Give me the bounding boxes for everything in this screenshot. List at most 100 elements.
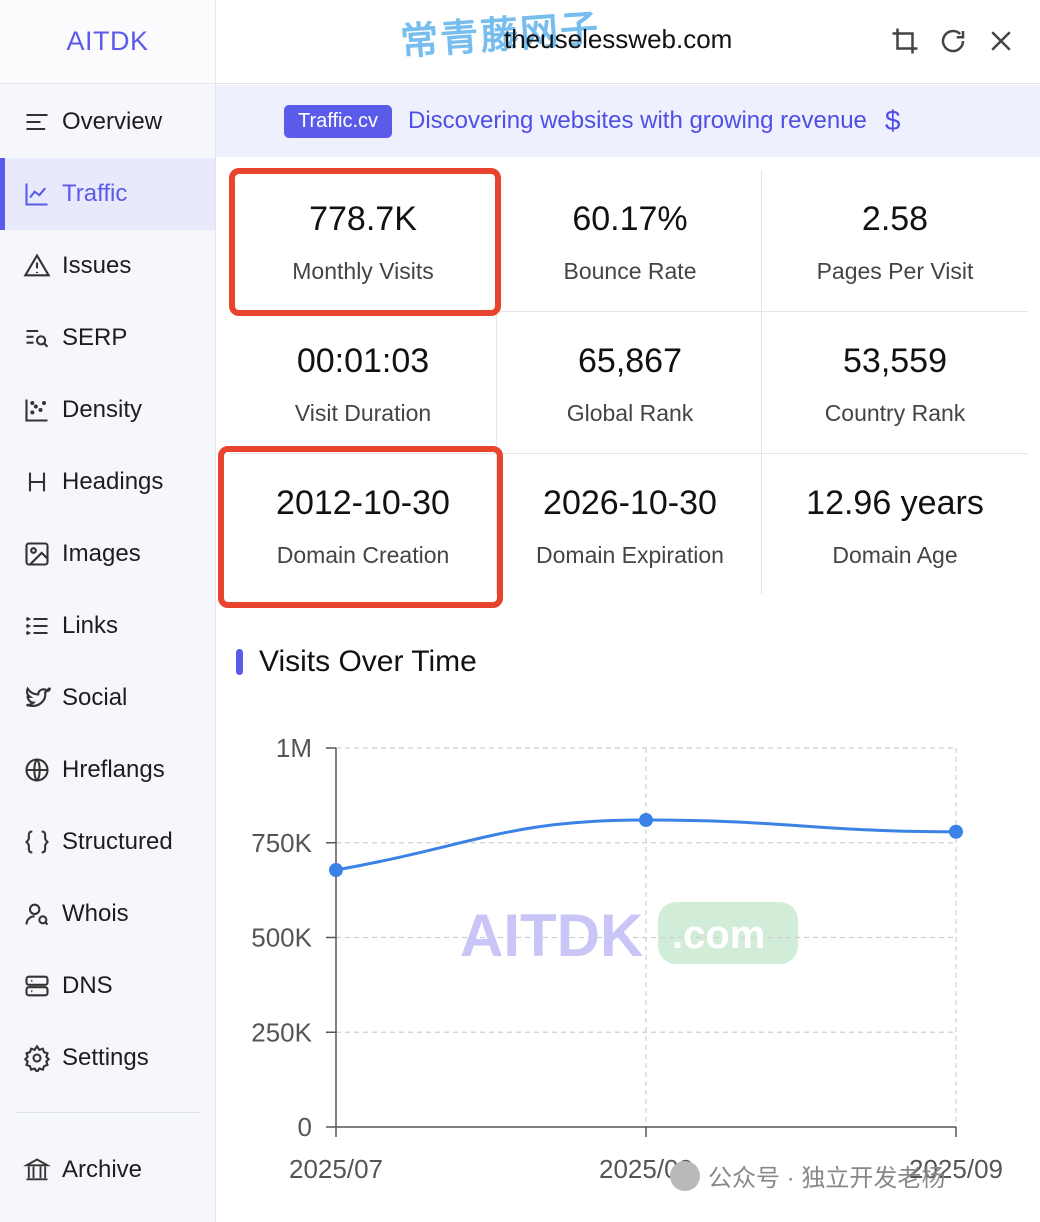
sidebar: AITDK Overview Traffic Issues SERP Density He… (0, 0, 216, 1222)
footer-watermark-text: 公众号 · 独立开发老杨 (708, 1165, 946, 1192)
sidebar-item-hreflangs[interactable]: Hreflangs (0, 734, 215, 806)
sidebar-item-social[interactable]: Social (0, 662, 215, 734)
sidebar-item-label: Headings (62, 468, 164, 495)
stat-label: Global Rank (566, 400, 694, 426)
y-tick-label: 1M (276, 733, 312, 763)
sidebar-item-label: DNS (62, 972, 113, 999)
series-line (335, 818, 957, 872)
density-scatter-icon (22, 395, 52, 425)
sidebar-item-label: Whois (62, 900, 129, 927)
stat-card-domain-creation: 2012-10-30 Domain Creation (230, 454, 496, 596)
sidebar-item-overview[interactable]: Overview (0, 86, 215, 158)
x-tick-label: 2025/09 (909, 1154, 1003, 1184)
sidebar-item-label: Overview (62, 108, 163, 135)
sidebar-item-archive[interactable]: Archive (0, 1134, 215, 1206)
sidebar-item-settings[interactable]: Settings (0, 1022, 215, 1094)
domain-title: theuselessweb.com (504, 24, 733, 54)
chart-watermark-pill (658, 902, 798, 964)
stat-card-domain-age: 12.96 years Domain Age (762, 454, 1028, 596)
data-point (949, 824, 963, 839)
footer-watermark: 公众号 · 独立开发老杨 (670, 1158, 945, 1193)
highlight-box-monthly-visits (229, 168, 501, 316)
stat-value: 2.58 (861, 200, 929, 238)
stat-card-country-rank: 53,559 Country Rank (762, 312, 1028, 454)
sidebar-item-label: Social (62, 684, 128, 711)
header-bar: 常青藤网子 theuselessweb.com (216, 0, 1040, 84)
overview-icon (22, 107, 52, 137)
stat-card-pages-per-visit: 2.58 Pages Per Visit (762, 170, 1028, 312)
sidebar-item-traffic[interactable]: Traffic (0, 158, 215, 230)
sidebar-item-whois[interactable]: Whois (0, 878, 215, 950)
stat-card-domain-expiration: 2026-10-30 Domain Expiration (497, 454, 763, 596)
sidebar-item-label: Issues (62, 252, 132, 279)
stat-value: 2026-10-30 (543, 484, 717, 522)
y-tick-label: 500K (251, 923, 312, 953)
stat-value: 00:01:03 (296, 342, 430, 380)
title-accent-bar (236, 649, 243, 675)
stat-label: Domain Expiration (536, 542, 724, 568)
brand-logo[interactable]: AITDK (0, 0, 215, 84)
data-point (639, 813, 653, 828)
sidebar-item-label: Images (62, 540, 141, 567)
grid-divider (230, 453, 1028, 454)
list-links-icon (22, 611, 52, 641)
chart-watermark-right: .com (672, 913, 765, 957)
refresh-icon[interactable] (936, 24, 970, 58)
close-icon[interactable] (984, 24, 1018, 58)
user-search-icon (22, 899, 52, 929)
sidebar-item-issues[interactable]: Issues (0, 230, 215, 302)
braces-icon (22, 827, 52, 857)
wechat-icon (670, 1160, 700, 1191)
sidebar-item-structured[interactable]: Structured (0, 806, 215, 878)
stat-value: 65,867 (578, 342, 682, 380)
sidebar-item-label: SERP (62, 324, 128, 351)
sidebar-item-label: Archive (62, 1156, 143, 1183)
stat-label: Country Rank (824, 400, 966, 426)
heading-h-icon (22, 467, 52, 497)
stat-card-visit-duration: 00:01:03 Visit Duration (230, 312, 496, 454)
sidebar-item-links[interactable]: Links (0, 590, 215, 662)
grid-divider (230, 311, 1028, 312)
stat-value: 53,559 (843, 342, 947, 380)
sidebar-item-label: Hreflangs (62, 756, 165, 783)
dollar-icon: $ (884, 105, 901, 136)
sidebar-item-headings[interactable]: Headings (0, 446, 215, 518)
sidebar-divider (16, 1112, 200, 1113)
stat-value: 778.7K (309, 200, 417, 238)
stat-card-monthly-visits: 778.7K Monthly Visits (230, 170, 496, 312)
sidebar-item-label: Traffic (62, 180, 128, 207)
x-tick-label: 2025/07 (289, 1154, 383, 1184)
image-icon (22, 539, 52, 569)
sidebar-item-label: Links (62, 612, 119, 639)
grid-divider (761, 170, 762, 594)
sidebar-item-serp[interactable]: SERP (0, 302, 215, 374)
traffic-cv-badge[interactable]: Traffic.cv (284, 104, 393, 138)
y-tick-label: 0 (298, 1112, 312, 1142)
highlight-box-domain-creation (218, 446, 503, 608)
sidebar-item-label: Structured (62, 828, 173, 855)
grid-divider (496, 170, 497, 594)
twitter-bird-icon (22, 683, 52, 713)
stat-label: Domain Age (832, 542, 958, 568)
stat-value: 12.96 years (806, 484, 984, 522)
globe-icon (22, 755, 52, 785)
stat-card-global-rank: 65,867 Global Rank (497, 312, 763, 454)
stat-value: 60.17% (572, 200, 688, 238)
chart-title-text: Visits Over Time (259, 645, 477, 678)
banner-text[interactable]: Discovering websites with growing revenu… (408, 107, 867, 134)
sidebar-item-label: Density (62, 396, 143, 423)
server-icon (22, 971, 52, 1001)
stat-label: Monthly Visits (292, 258, 434, 284)
stat-value: 2012-10-30 (276, 484, 450, 522)
y-tick-label: 250K (251, 1017, 312, 1047)
sidebar-item-density[interactable]: Density (0, 374, 215, 446)
promo-banner[interactable]: Traffic.cv Discovering websites with gro… (216, 85, 1040, 157)
sidebar-item-label: Settings (62, 1044, 149, 1071)
crop-icon[interactable] (888, 24, 922, 58)
sidebar-item-dns[interactable]: DNS (0, 950, 215, 1022)
sidebar-item-images[interactable]: Images (0, 518, 215, 590)
warning-triangle-icon (22, 251, 52, 281)
serp-search-icon (22, 323, 52, 353)
stat-label: Visit Duration (294, 400, 432, 426)
